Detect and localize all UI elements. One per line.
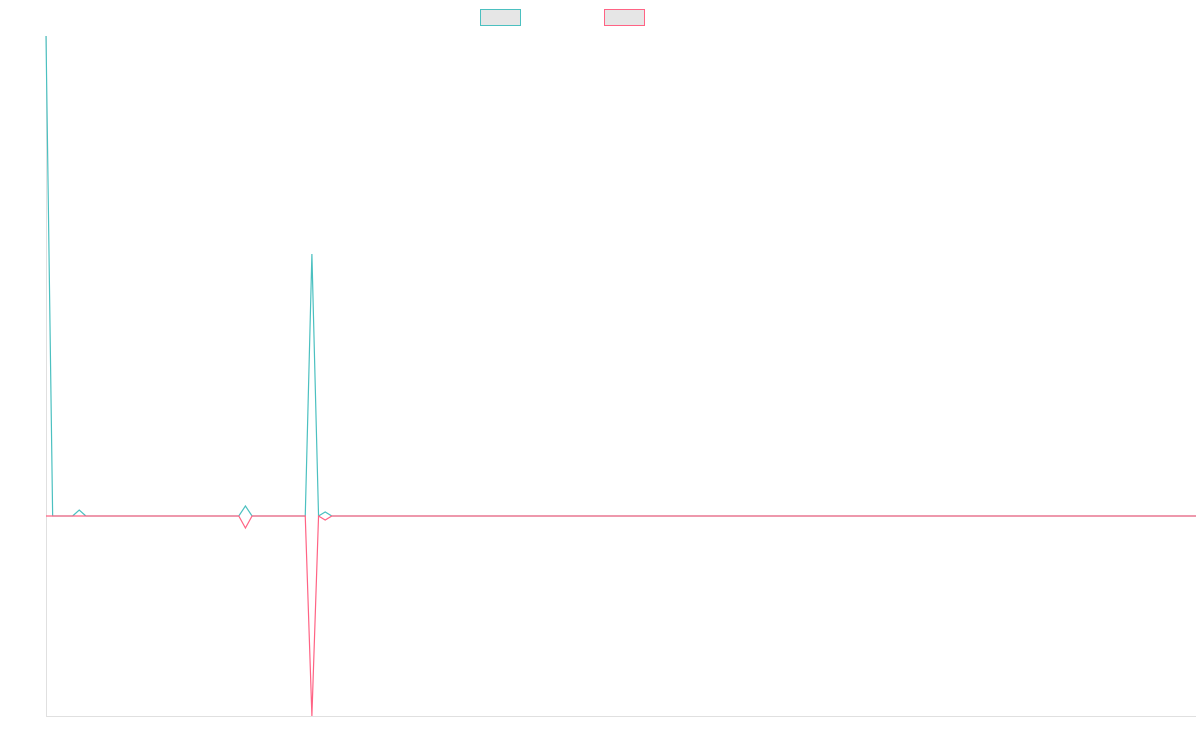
legend-swatch [480, 9, 521, 26]
data-line [46, 514, 1196, 717]
legend-swatch [604, 9, 645, 26]
legend [480, 9, 645, 26]
data-line [45, 35, 1196, 518]
